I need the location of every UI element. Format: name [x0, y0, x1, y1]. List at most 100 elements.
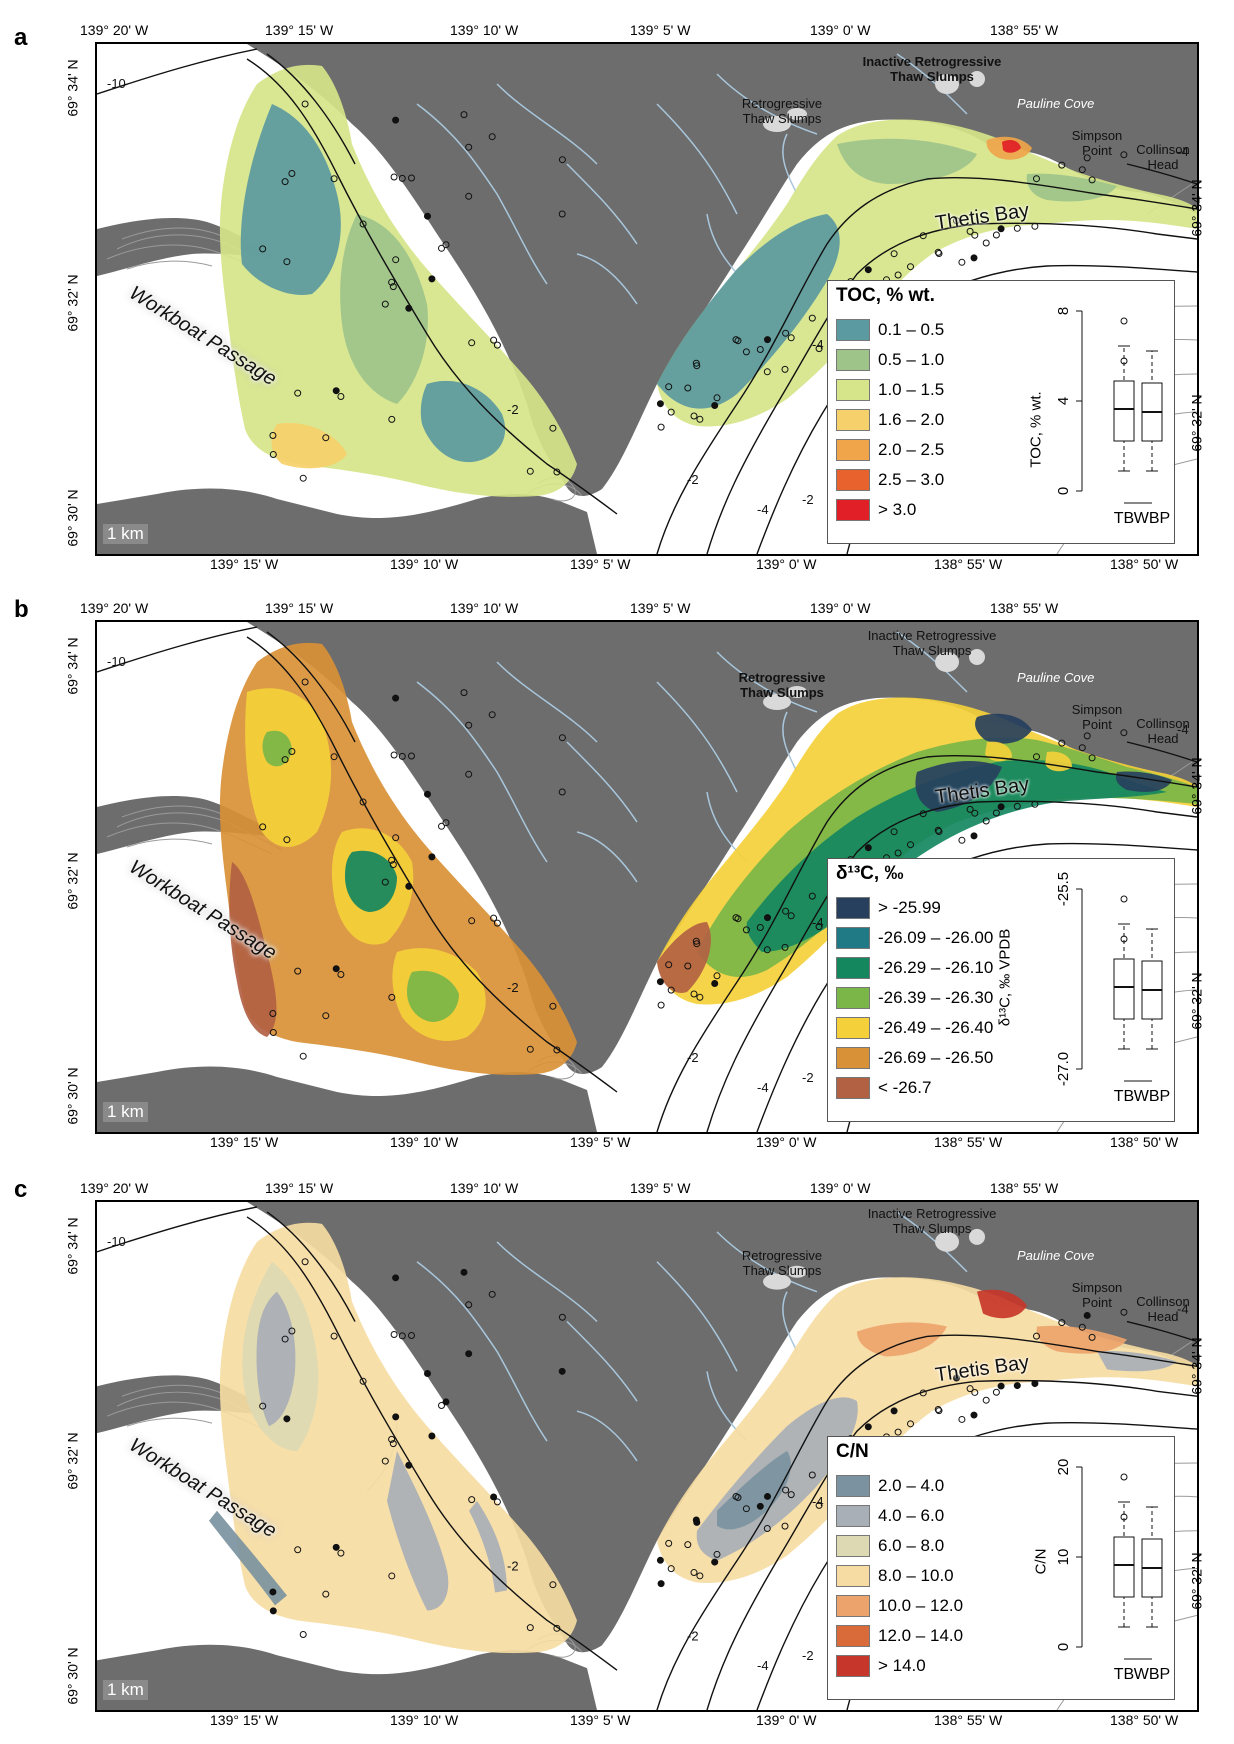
sample-station: [493, 919, 501, 927]
legend-row: 1.0 – 1.5: [836, 377, 944, 403]
thaw-slump-patch: [969, 1228, 985, 1245]
river-line: [496, 661, 598, 743]
sample-station: [359, 220, 367, 228]
interpolated-zone: [229, 862, 277, 1037]
legend-row: 4.0 – 6.0: [836, 1503, 944, 1529]
sample-station: [781, 365, 789, 373]
label-inactive-slumps: Inactive Retrogressive Thaw Slumps: [862, 54, 1002, 84]
interpolated-zone: [977, 1289, 1027, 1319]
sample-station: [690, 990, 698, 998]
sample-station: [907, 841, 914, 849]
legend-swatch: [836, 1595, 870, 1617]
sample-station: [388, 278, 396, 286]
sample-station: [299, 474, 307, 482]
label-inactive-slumps: Inactive Retrogressive Thaw Slumps: [867, 628, 997, 658]
sample-station: [288, 748, 296, 755]
sample-station: [465, 770, 473, 778]
contour-label: -4: [1177, 722, 1189, 737]
sample-station: [488, 133, 496, 141]
sample-station: [713, 394, 721, 402]
sample-station: [549, 1581, 557, 1589]
interpolated-zone: [271, 423, 347, 469]
boxplot-group-label: TB: [1114, 1666, 1134, 1683]
legend-row: -26.49 – -26.40: [836, 1015, 993, 1041]
sample-station: [392, 1274, 400, 1282]
sample-station: [465, 721, 473, 729]
boxplot-tick-label: 20: [1055, 1459, 1072, 1476]
sample-station: [970, 1411, 978, 1419]
sample-station: [808, 314, 816, 322]
boxplot-outlier: [1120, 357, 1128, 365]
sample-station: [332, 387, 340, 395]
sample-station: [388, 1572, 396, 1580]
sample-station: [390, 1330, 398, 1338]
contour-label: -10: [107, 1234, 126, 1249]
legend-swatch: [836, 957, 870, 979]
sample-station: [526, 467, 534, 475]
legend-box: TOC, % wt. 0.1 – 0.5 0.5 – 1.0 1.0 – 1.5 1.…: [827, 280, 1175, 544]
boxplot-outlier: [1120, 317, 1128, 325]
lon-label-bottom: 139° 10' W: [390, 1134, 459, 1150]
river-line: [566, 163, 638, 245]
map-frame[interactable]: -10-2-2-4-2-4-2-4 Inactive Retrogressive…: [95, 620, 1199, 1134]
map-frame[interactable]: -10-2-2-4-2-4-2-4 Inactive Retrogressive…: [95, 1200, 1199, 1712]
lat-label-right: 69° 32' N: [1188, 972, 1205, 1030]
sample-station: [337, 393, 345, 400]
sample-station: [488, 1290, 496, 1298]
sample-station: [294, 1546, 302, 1554]
lon-label-bottom: 139° 5' W: [570, 556, 631, 572]
sample-station: [684, 384, 692, 392]
sample-station: [692, 937, 700, 945]
sample-station: [398, 752, 406, 760]
legend-row: -26.09 – -26.00: [836, 925, 993, 951]
sample-station: [864, 1423, 872, 1431]
sample-station: [337, 1549, 345, 1557]
sample-station: [259, 823, 267, 831]
sample-station: [428, 1432, 436, 1440]
sample-station: [756, 1502, 764, 1510]
label-slumps: Retrogressive Thaw Slumps: [741, 1248, 823, 1278]
sample-station: [667, 408, 675, 416]
legend-label: 1.6 – 2.0: [878, 410, 945, 429]
sample-station: [553, 468, 561, 476]
sample-station: [283, 258, 291, 266]
sample-station: [665, 383, 673, 391]
sample-station: [1078, 744, 1086, 752]
sample-station: [815, 345, 823, 353]
interpolated-zone: [345, 850, 397, 912]
sample-station: [890, 828, 898, 836]
sample-station: [1013, 224, 1021, 232]
legend-row: -26.29 – -26.10: [836, 955, 993, 981]
sample-station: [696, 993, 704, 1001]
lon-label-bottom: 139° 5' W: [570, 1712, 631, 1728]
sample-station: [288, 170, 296, 177]
bathymetry-contour: [706, 222, 1197, 554]
sample-station: [1031, 222, 1039, 230]
sample-station: [815, 923, 823, 931]
legend-swatch: [836, 1475, 870, 1497]
label-slumps: Retrogressive Thaw Slumps: [738, 670, 826, 700]
bathymetry-contour-minor: [126, 260, 213, 270]
sample-station: [442, 1398, 450, 1406]
boxplot-box: [1113, 380, 1135, 442]
panel-b: b 139° 20' W 139° 15' W 139° 10' W 139° …: [0, 582, 1234, 1157]
boxplot-tick-label: -27.0: [1055, 1052, 1072, 1086]
sample-station: [1088, 176, 1096, 184]
bathymetry-contour: [266, 53, 356, 165]
river-line: [416, 681, 548, 863]
sample-station: [992, 231, 1000, 239]
legend-label: 2.0 – 2.5: [878, 440, 945, 459]
thaw-slump-patch: [787, 1265, 807, 1278]
contour-label: -2: [802, 1070, 814, 1085]
legend-box: δ¹³C, ‰ > -25.99 -26.09 – -26.00 -26.29 – …: [827, 858, 1175, 1122]
land-mass: [247, 44, 1197, 496]
legend-row: 6.0 – 8.0: [836, 1533, 944, 1559]
sample-station: [1031, 800, 1039, 808]
bathymetry-contour-minor: [121, 227, 223, 240]
map-frame[interactable]: -10-2-2-4-2-4-2-4 Inactive Retrogressive…: [95, 42, 1199, 556]
bathymetry-contour: [246, 1216, 618, 1671]
lat-label-left: 69° 30' N: [64, 1647, 81, 1705]
sample-station: [301, 1258, 309, 1266]
legend-label: -26.69 – -26.50: [878, 1048, 994, 1067]
boxplot-box: [1113, 1536, 1135, 1598]
